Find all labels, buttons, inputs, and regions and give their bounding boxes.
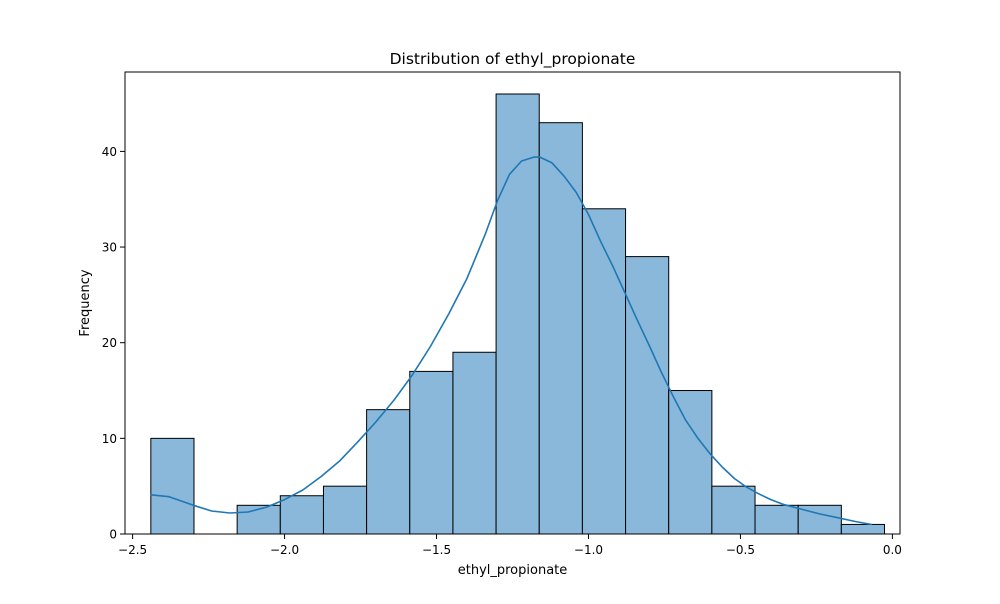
histogram-bar <box>625 256 670 535</box>
x-axis-label: ethyl_propionate <box>458 563 568 578</box>
histogram-bar <box>452 351 497 535</box>
kde-line <box>150 156 872 526</box>
y-tick-label: 0 <box>109 528 117 542</box>
x-tick-label: −2.5 <box>118 543 147 557</box>
bars-layer <box>150 93 886 535</box>
histogram-bar <box>840 523 886 535</box>
x-tick-label: −0.5 <box>726 543 755 557</box>
histogram-bar <box>711 485 756 535</box>
chart-title: Distribution of ethyl_propionate <box>390 50 636 69</box>
x-tick-label: −2.0 <box>270 543 299 557</box>
histogram-bar <box>668 390 713 535</box>
histogram-bar <box>538 122 583 535</box>
y-tick-label: 40 <box>102 145 117 159</box>
x-tick-label: 0.0 <box>883 543 902 557</box>
histogram-bar <box>236 504 281 535</box>
y-tick-label: 10 <box>102 432 117 446</box>
plot-frame <box>124 71 901 535</box>
x-tick-label: −1.0 <box>574 543 603 557</box>
axes-layer: −2.5 −2.0 −1.5 −1.0 −0.5 0.0 0 10 20 30 40 <box>102 71 902 557</box>
histogram-bar <box>754 504 799 535</box>
histogram-bar <box>279 495 324 535</box>
histogram-bar <box>150 437 195 535</box>
y-tick-label: 20 <box>102 336 117 350</box>
histogram-bar <box>409 370 454 535</box>
histogram-bar <box>581 208 627 535</box>
histogram-bar <box>366 409 411 535</box>
x-tick-label: −1.5 <box>422 543 451 557</box>
histogram-bar <box>495 93 540 535</box>
kde-layer <box>150 156 872 526</box>
y-axis-label: Frequency <box>78 269 93 336</box>
histogram-bar <box>322 485 368 535</box>
y-tick-label: 30 <box>102 241 117 255</box>
